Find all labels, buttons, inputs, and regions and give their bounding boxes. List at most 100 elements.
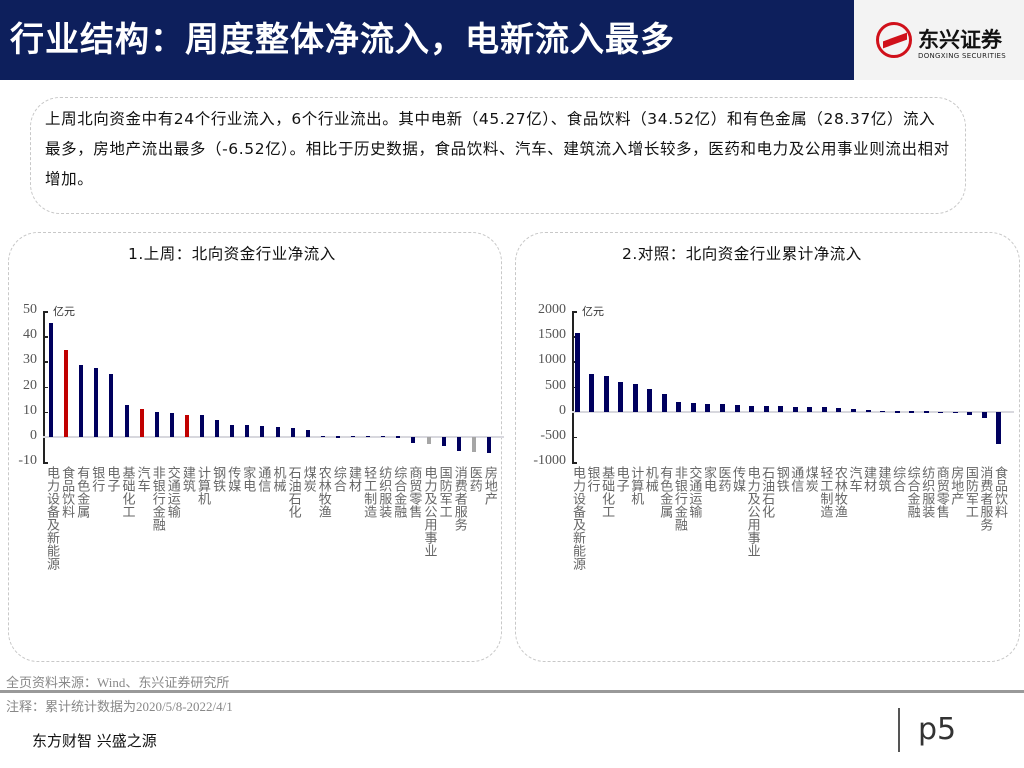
bar (836, 408, 842, 412)
bar (441, 436, 446, 446)
bar (335, 436, 340, 438)
chart-panel-1 (8, 232, 502, 662)
x-tick-label: 建筑 (179, 466, 195, 492)
bar (351, 435, 355, 438)
bar (647, 388, 653, 412)
bar (792, 406, 798, 412)
x-tick-label: 传媒 (730, 466, 746, 492)
bar (366, 435, 371, 438)
bar (245, 425, 250, 437)
bar (486, 436, 491, 454)
x-tick-label: 房地产 (481, 466, 497, 505)
x-tick-label: 建筑 (875, 466, 891, 492)
x-tick-label: 基础化工 (119, 466, 135, 518)
summary-box: 上周北向资金中有24个行业流入，6个行业流出。其中电新（45.27亿）、食品饮料… (30, 97, 966, 214)
bar (603, 375, 609, 412)
y-tick-label: 0 (559, 402, 566, 418)
bar (169, 413, 174, 437)
y-unit-label: 亿元 (53, 305, 75, 318)
x-tick-label: 商贸零售 (406, 466, 422, 518)
divider (0, 690, 1024, 693)
bar (381, 435, 386, 438)
bar (967, 411, 973, 415)
x-tick-label: 交通运输 (164, 466, 180, 518)
y-unit-label: 亿元 (582, 305, 604, 318)
y-tick-label: 1500 (538, 327, 566, 343)
bar (952, 411, 958, 414)
x-tick-label: 计算机 (628, 466, 644, 505)
bar (676, 401, 682, 412)
x-tick-label: 电子 (613, 466, 629, 492)
bar (124, 404, 129, 437)
x-tick-label: 家电 (240, 466, 256, 492)
x-tick-label: 食品饮料 (59, 466, 75, 518)
bar (290, 428, 295, 437)
bar (426, 436, 431, 445)
logo-emblem-icon (876, 22, 912, 58)
x-tick-label: 建材 (861, 466, 876, 492)
x-tick-label: 计算机 (195, 466, 210, 505)
bar (275, 426, 280, 437)
x-tick-label: 钢铁 (210, 466, 226, 492)
y-tick-label: 50 (23, 302, 37, 317)
x-tick-label: 石油石化 (285, 466, 301, 518)
chart-2-title: 2.对照：北向资金行业累计净流入 (622, 245, 862, 263)
bar (909, 411, 915, 413)
bar (734, 404, 740, 412)
x-tick-label: 机械 (642, 466, 658, 492)
x-tick-label: 食品饮料 (991, 466, 1007, 518)
bar (139, 409, 144, 437)
bar (94, 367, 99, 437)
y-tick-mark (43, 311, 48, 313)
y-tick-label: 20 (23, 377, 37, 393)
zero-line (572, 410, 1014, 413)
bar (821, 407, 827, 412)
footnote: 注释：累计统计数据为2020/5/8-2022/4/1 (6, 699, 233, 714)
slogan: 东方财智 兴盛之源 (32, 732, 157, 750)
x-tick-label: 交通运输 (686, 466, 702, 518)
x-tick-label: 电力设备及新能源 (570, 466, 585, 570)
x-tick-label: 家电 (700, 466, 716, 492)
bar (109, 373, 114, 437)
x-tick-label: 煤炭 (802, 466, 818, 492)
bar (618, 382, 624, 412)
x-tick-label: 电力及公用事业 (744, 466, 760, 557)
company-logo: 东兴证券 DONGXING SECURITIES (848, 0, 1024, 80)
y-tick-mark (43, 386, 48, 388)
y-tick-label: 40 (23, 327, 37, 343)
x-tick-label: 银行 (584, 466, 600, 492)
bar (471, 436, 476, 452)
bar (305, 430, 310, 437)
y-tick-label: 2000 (538, 302, 566, 317)
y-tick-label: 500 (545, 377, 566, 393)
x-tick-label: 通信 (788, 466, 804, 492)
x-tick-label: 电力设备及新能源 (44, 466, 59, 570)
x-tick-label: 传媒 (225, 466, 241, 492)
bar (661, 394, 667, 412)
x-tick-label: 电力及公用事业 (421, 466, 437, 557)
x-tick-label: 非银行金融 (671, 466, 687, 531)
page-number: p5 (898, 708, 956, 752)
bar (880, 410, 886, 413)
bar (64, 349, 69, 437)
y-tick-label: -500 (540, 427, 566, 443)
x-tick-label: 有色金属 (657, 466, 673, 518)
logo-subtext: DONGXING SECURITIES (918, 52, 1007, 60)
bar (778, 406, 784, 412)
x-tick-label: 轻工制造 (361, 466, 377, 518)
x-tick-label: 国防军工 (436, 466, 452, 518)
x-tick-label: 通信 (255, 466, 271, 492)
x-tick-label: 国防军工 (962, 466, 978, 518)
x-tick-label: 医药 (466, 466, 482, 492)
zero-line (43, 435, 504, 438)
bar (923, 411, 929, 413)
x-tick-label: 汽车 (846, 466, 862, 492)
bar (850, 408, 856, 412)
bar (720, 403, 725, 412)
bar (865, 410, 871, 412)
bar (574, 333, 580, 412)
bar (749, 405, 755, 412)
x-tick-label: 非银行金融 (149, 466, 165, 531)
bar (938, 411, 944, 414)
y-tick-label: -1000 (533, 453, 566, 468)
